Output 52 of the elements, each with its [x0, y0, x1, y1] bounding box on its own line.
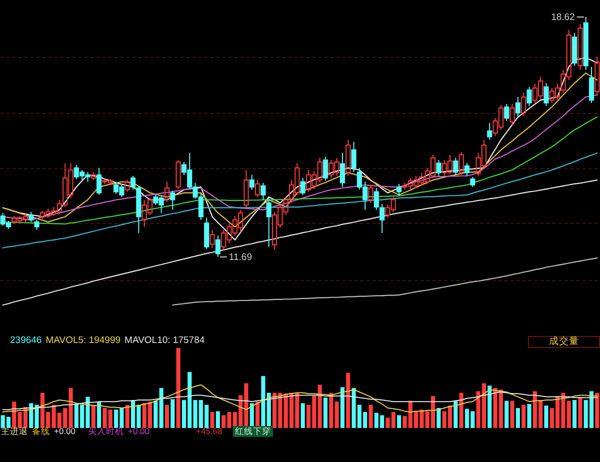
bar [595, 392, 600, 428]
bar [572, 400, 577, 428]
annotation: 主进退 [1, 426, 28, 437]
bar [329, 392, 334, 428]
text: 239646 [10, 335, 42, 347]
annotation: 备线 [32, 426, 50, 437]
bar [318, 384, 322, 428]
bar [216, 411, 220, 428]
bar [454, 400, 458, 428]
bar [340, 387, 344, 428]
bar [323, 398, 328, 428]
bar [176, 348, 180, 428]
bar [159, 388, 164, 428]
annotation: +0.00 [128, 426, 150, 437]
candlestick [588, 66, 594, 104]
bar [154, 400, 158, 428]
bar [346, 372, 350, 428]
bar [522, 404, 526, 428]
bar [29, 403, 34, 428]
bar [170, 399, 175, 428]
text: MAVOL5: 194999 [46, 335, 121, 347]
bar [164, 404, 170, 428]
bar [97, 402, 102, 428]
annotation: 11.69 [228, 252, 252, 263]
bar [504, 400, 509, 428]
bar [397, 415, 402, 428]
bar [578, 398, 582, 428]
candlestick [458, 152, 464, 176]
bar [510, 400, 514, 428]
bar [566, 400, 571, 428]
annotation: 18.62 [551, 12, 575, 23]
bar [300, 403, 305, 428]
bar [210, 412, 214, 428]
text: MAVOL10: 175784 [124, 335, 205, 347]
bar [12, 402, 16, 428]
bar [488, 386, 492, 428]
bar [544, 406, 548, 428]
text: 成交量 [528, 336, 600, 348]
candlestick [266, 198, 272, 248]
bar [125, 404, 130, 428]
bar [368, 404, 373, 428]
annotation: 买入时机 [88, 426, 124, 437]
bar [34, 404, 39, 428]
bar [261, 376, 266, 428]
bar [459, 392, 464, 428]
bar [516, 408, 520, 428]
bar [527, 404, 532, 428]
annotation: +45.68 [196, 426, 222, 437]
annotation: +0.00 [54, 426, 76, 437]
annotation: 红线下穿 [233, 426, 273, 437]
bar [334, 402, 339, 428]
bar [436, 408, 441, 428]
